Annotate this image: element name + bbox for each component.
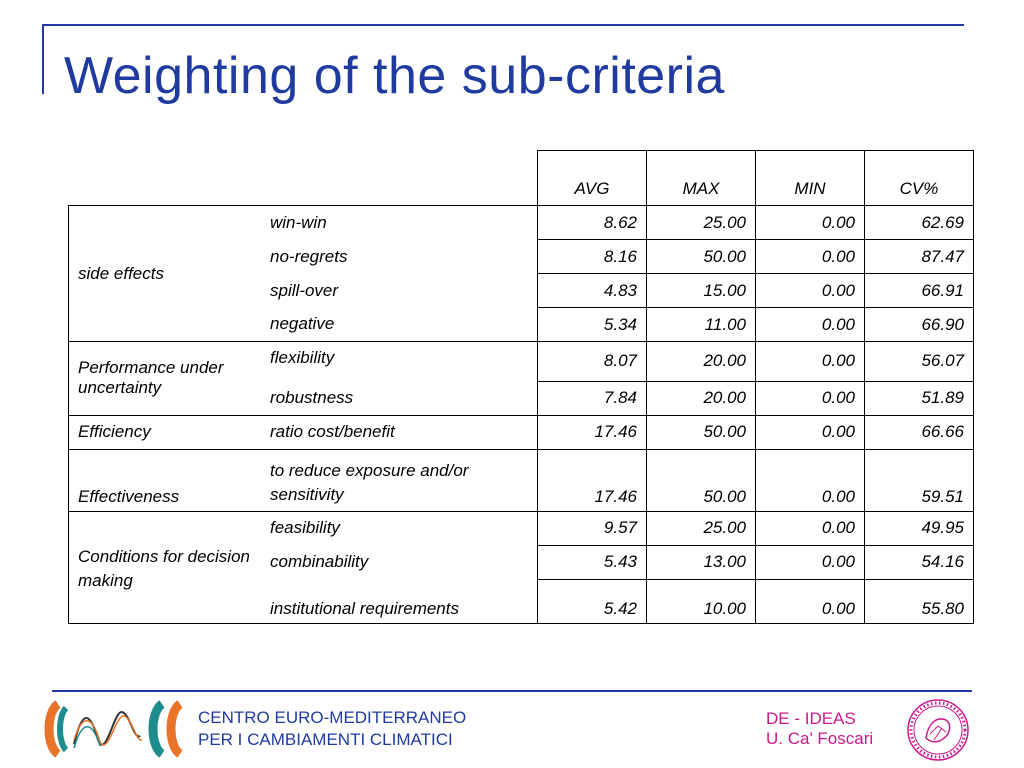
cv-value: 87.47 — [864, 239, 974, 274]
min-value: 0.00 — [755, 239, 865, 274]
max-value: 15.00 — [646, 273, 756, 308]
footer-org-line2: PER I CAMBIAMENTI CLIMATICI — [198, 730, 453, 749]
avg-value: 5.34 — [537, 307, 647, 342]
sub-criteria-table: AVG MAX MIN CV% side effects win-win 8.6… — [68, 150, 974, 624]
min-value: 0.00 — [755, 545, 865, 580]
group-label: side effects — [68, 205, 261, 342]
sub-criterion: negative — [261, 307, 538, 342]
cv-value: 66.90 — [864, 307, 974, 342]
max-value: 25.00 — [646, 205, 756, 240]
cv-value: 56.07 — [864, 341, 974, 382]
table-row: robustness 7.84 20.00 0.00 51.89 — [69, 381, 974, 416]
header-max: MAX — [646, 150, 756, 206]
table-row: Efficiency ratio cost/benefit 17.46 50.0… — [68, 415, 974, 450]
sub-criterion: spill-over — [261, 273, 538, 308]
header-min: MIN — [755, 150, 865, 206]
table-row: spill-over 4.83 15.00 0.00 66.91 — [69, 273, 974, 308]
table-row: no-regrets 8.16 50.00 0.00 87.47 — [69, 239, 974, 274]
group-label: Effectiveness — [68, 449, 261, 512]
cv-value: 66.66 — [864, 415, 974, 450]
avg-value: 8.62 — [537, 205, 647, 240]
cv-value: 66.91 — [864, 273, 974, 308]
table-row: combinability 5.43 13.00 0.00 54.16 — [69, 545, 974, 580]
sub-criterion: no-regrets — [261, 239, 538, 274]
sub-criterion: institutional requirements — [261, 579, 538, 624]
max-value: 20.00 — [646, 341, 756, 382]
logo-left-arc — [44, 700, 62, 758]
logo-inner-arc — [57, 705, 69, 753]
title-frame-left-rule — [42, 24, 44, 94]
max-value: 25.00 — [646, 511, 756, 546]
cv-value: 55.80 — [864, 579, 974, 624]
table-row: Effectiveness to reduce exposure and/or … — [68, 449, 974, 512]
logo-wave-orange — [73, 715, 143, 746]
logo-wave-teal — [73, 726, 101, 749]
table-row: Conditions for decision making feasibili… — [68, 511, 974, 624]
sub-criterion: to reduce exposure and/or sensitivity — [261, 449, 538, 512]
max-value: 50.00 — [646, 449, 756, 512]
min-value: 0.00 — [755, 381, 865, 416]
sub-criterion: robustness — [261, 381, 538, 416]
min-value: 0.00 — [755, 307, 865, 342]
max-value: 10.00 — [646, 579, 756, 624]
sub-criterion: win-win — [261, 205, 538, 240]
logo-right-arc-orange — [166, 700, 184, 758]
cv-value: 62.69 — [864, 205, 974, 240]
max-value: 13.00 — [646, 545, 756, 580]
min-value: 0.00 — [755, 205, 865, 240]
min-value: 0.00 — [755, 273, 865, 308]
sub-criterion: combinability — [261, 545, 538, 579]
table-row: institutional requirements 5.42 10.00 0.… — [69, 579, 974, 624]
footer-affiliation: DE - IDEAS U. Ca' Foscari — [766, 709, 873, 749]
avg-value: 4.83 — [537, 273, 647, 308]
group-label: Efficiency — [68, 415, 261, 450]
min-value: 0.00 — [755, 449, 865, 512]
table-row: Performance under uncertainty flexibilit… — [68, 341, 974, 416]
footer-affiliation-line1: DE - IDEAS — [766, 709, 856, 728]
avg-value: 5.42 — [537, 579, 647, 624]
max-value: 50.00 — [646, 239, 756, 274]
avg-value: 7.84 — [537, 381, 647, 416]
max-value: 50.00 — [646, 415, 756, 450]
avg-value: 8.07 — [537, 341, 647, 382]
header-avg: AVG — [537, 150, 647, 206]
university-seal-icon — [907, 699, 969, 761]
avg-value: 8.16 — [537, 239, 647, 274]
min-value: 0.00 — [755, 579, 865, 624]
footer-organization: CENTRO EURO-MEDITERRANEO PER I CAMBIAMEN… — [198, 707, 466, 751]
avg-value: 9.57 — [537, 511, 647, 546]
sub-criterion: flexibility — [261, 341, 538, 381]
table-row: negative 5.34 11.00 0.00 66.90 — [69, 307, 974, 342]
min-value: 0.00 — [755, 341, 865, 382]
avg-value: 5.43 — [537, 545, 647, 580]
title-frame-top-rule — [42, 24, 964, 26]
header-cv: CV% — [864, 150, 974, 206]
avg-value: 17.46 — [537, 415, 647, 450]
table-header-row: AVG MAX MIN CV% — [68, 150, 974, 206]
group-label: Performance under uncertainty — [68, 341, 261, 416]
min-value: 0.00 — [755, 415, 865, 450]
sub-criterion: ratio cost/benefit — [261, 415, 538, 450]
max-value: 11.00 — [646, 307, 756, 342]
cv-value: 49.95 — [864, 511, 974, 546]
footer-rule — [52, 690, 972, 692]
footer-affiliation-line2: U. Ca' Foscari — [766, 729, 874, 748]
header-empty-cell — [68, 150, 538, 206]
group-label: Conditions for decision making — [68, 511, 261, 624]
slide-title: Weighting of the sub-criteria — [64, 47, 725, 105]
sub-criterion: feasibility — [261, 511, 538, 545]
avg-value: 17.46 — [537, 449, 647, 512]
table-row: side effects win-win 8.62 25.00 0.00 62.… — [68, 205, 974, 342]
cv-value: 54.16 — [864, 545, 974, 580]
logo-right-arc-teal — [148, 700, 166, 758]
max-value: 20.00 — [646, 381, 756, 416]
cv-value: 59.51 — [864, 449, 974, 512]
cmcc-logo — [44, 700, 184, 758]
min-value: 0.00 — [755, 511, 865, 546]
footer-org-line1: CENTRO EURO-MEDITERRANEO — [198, 708, 467, 727]
cv-value: 51.89 — [864, 381, 974, 416]
